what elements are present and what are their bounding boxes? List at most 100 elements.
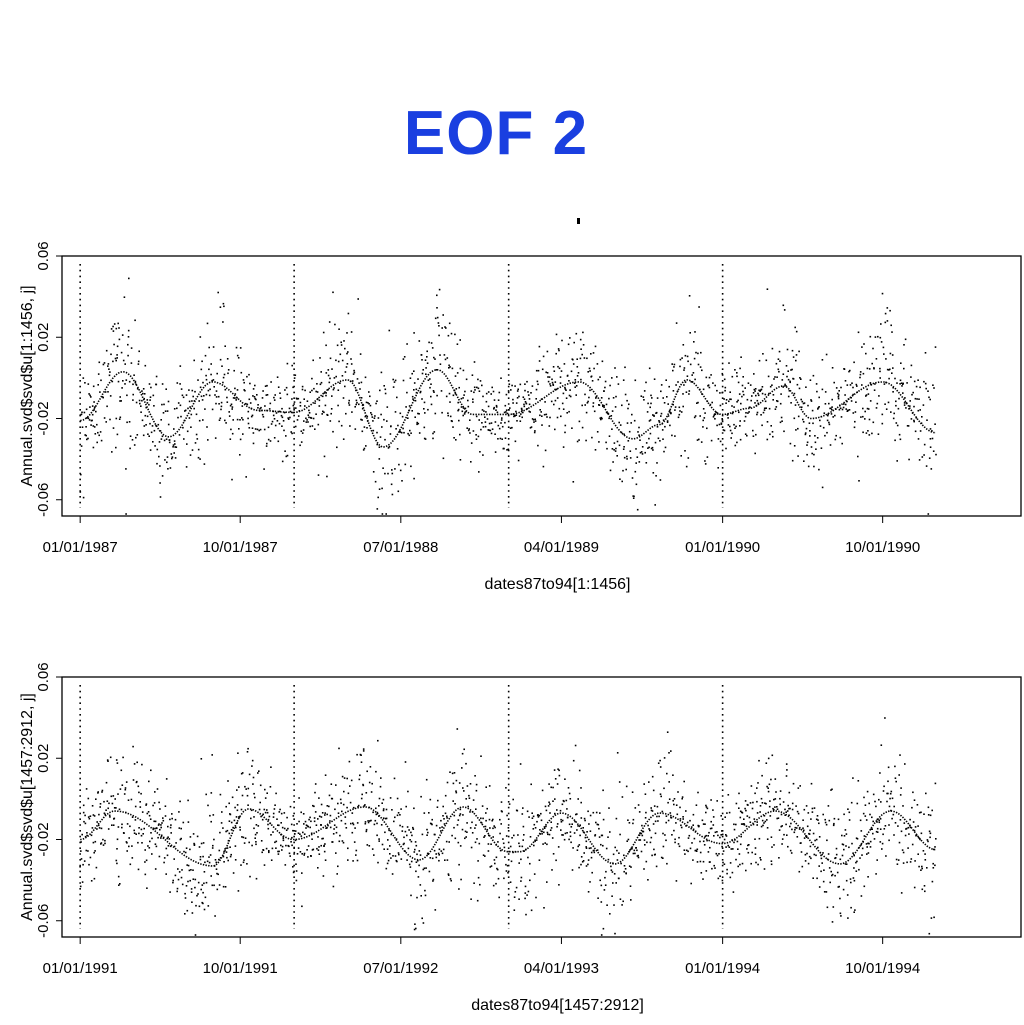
data-point xyxy=(485,392,488,395)
data-point xyxy=(925,387,927,390)
data-point xyxy=(365,401,368,404)
data-point xyxy=(295,879,298,882)
data-point xyxy=(485,812,487,814)
data-point xyxy=(499,437,502,440)
data-point xyxy=(134,380,137,383)
data-point xyxy=(388,829,390,832)
data-point xyxy=(298,820,300,823)
data-point xyxy=(305,417,307,420)
data-point xyxy=(847,808,849,810)
data-point xyxy=(447,334,450,337)
data-point xyxy=(429,378,431,380)
data-point xyxy=(677,843,680,845)
data-point xyxy=(846,384,849,386)
data-point xyxy=(254,397,256,400)
data-point xyxy=(814,435,816,437)
data-point xyxy=(834,414,836,417)
data-point xyxy=(342,803,345,806)
data-point xyxy=(315,390,317,393)
data-point xyxy=(107,807,109,810)
data-point xyxy=(124,383,126,385)
data-point xyxy=(346,363,349,365)
data-point xyxy=(157,423,160,426)
data-point xyxy=(256,428,259,431)
data-point xyxy=(89,815,92,817)
data-point xyxy=(526,408,528,410)
data-point xyxy=(325,394,327,397)
data-point xyxy=(674,406,677,408)
data-point xyxy=(600,884,603,887)
data-point xyxy=(576,366,579,368)
data-point xyxy=(923,380,925,383)
data-point xyxy=(130,798,133,801)
data-point xyxy=(675,880,678,882)
data-point xyxy=(696,861,699,863)
data-point xyxy=(838,885,840,888)
data-point xyxy=(430,395,432,398)
data-point xyxy=(178,811,180,813)
data-point xyxy=(542,465,545,468)
data-point xyxy=(487,850,490,852)
data-point xyxy=(759,390,761,392)
data-point xyxy=(541,424,543,426)
data-point xyxy=(589,814,592,817)
data-point xyxy=(777,358,780,360)
data-point xyxy=(126,394,128,397)
data-point xyxy=(682,818,684,820)
data-point xyxy=(141,842,143,844)
data-point xyxy=(654,504,656,506)
panel-2: 0.060.02-0.02-0.06Annual.svd$svd$u[1457:… xyxy=(19,662,1022,1014)
data-point xyxy=(811,452,813,455)
data-point xyxy=(155,383,158,386)
data-point xyxy=(595,397,597,399)
data-point xyxy=(509,427,512,429)
data-point xyxy=(372,420,374,422)
data-point xyxy=(85,849,88,852)
data-point xyxy=(156,448,159,451)
data-point xyxy=(689,847,692,850)
data-point xyxy=(244,402,247,405)
data-point xyxy=(371,782,373,785)
data-point xyxy=(533,873,536,875)
data-point xyxy=(187,864,190,867)
data-point xyxy=(289,410,292,413)
data-point xyxy=(665,379,667,381)
data-point xyxy=(728,811,731,814)
data-point xyxy=(426,852,429,855)
data-point xyxy=(227,372,229,375)
data-point xyxy=(752,801,754,804)
data-point xyxy=(758,359,761,362)
data-point xyxy=(560,370,563,372)
data-point xyxy=(588,823,590,825)
data-point xyxy=(589,830,592,832)
data-point xyxy=(807,812,810,814)
data-point xyxy=(926,839,929,841)
data-point xyxy=(364,376,367,379)
data-point xyxy=(739,438,742,441)
data-point xyxy=(134,319,136,322)
data-point xyxy=(648,828,650,830)
data-point xyxy=(753,388,756,391)
data-point xyxy=(791,802,794,805)
data-point xyxy=(535,388,538,391)
data-point xyxy=(292,866,294,868)
data-point xyxy=(449,366,451,368)
data-point xyxy=(765,802,767,805)
data-point xyxy=(621,904,623,906)
data-point xyxy=(229,404,232,407)
data-point xyxy=(900,787,902,789)
data-point xyxy=(892,391,894,393)
data-point xyxy=(133,829,135,832)
data-point xyxy=(601,834,604,837)
data-point xyxy=(575,813,577,816)
data-point xyxy=(849,384,852,386)
data-point xyxy=(731,375,734,378)
data-point xyxy=(798,870,801,873)
data-point xyxy=(698,438,700,441)
data-point xyxy=(223,850,225,853)
data-point xyxy=(845,863,848,865)
data-point xyxy=(314,428,316,430)
data-point xyxy=(568,394,571,397)
data-point xyxy=(235,826,237,829)
data-point xyxy=(500,801,503,803)
